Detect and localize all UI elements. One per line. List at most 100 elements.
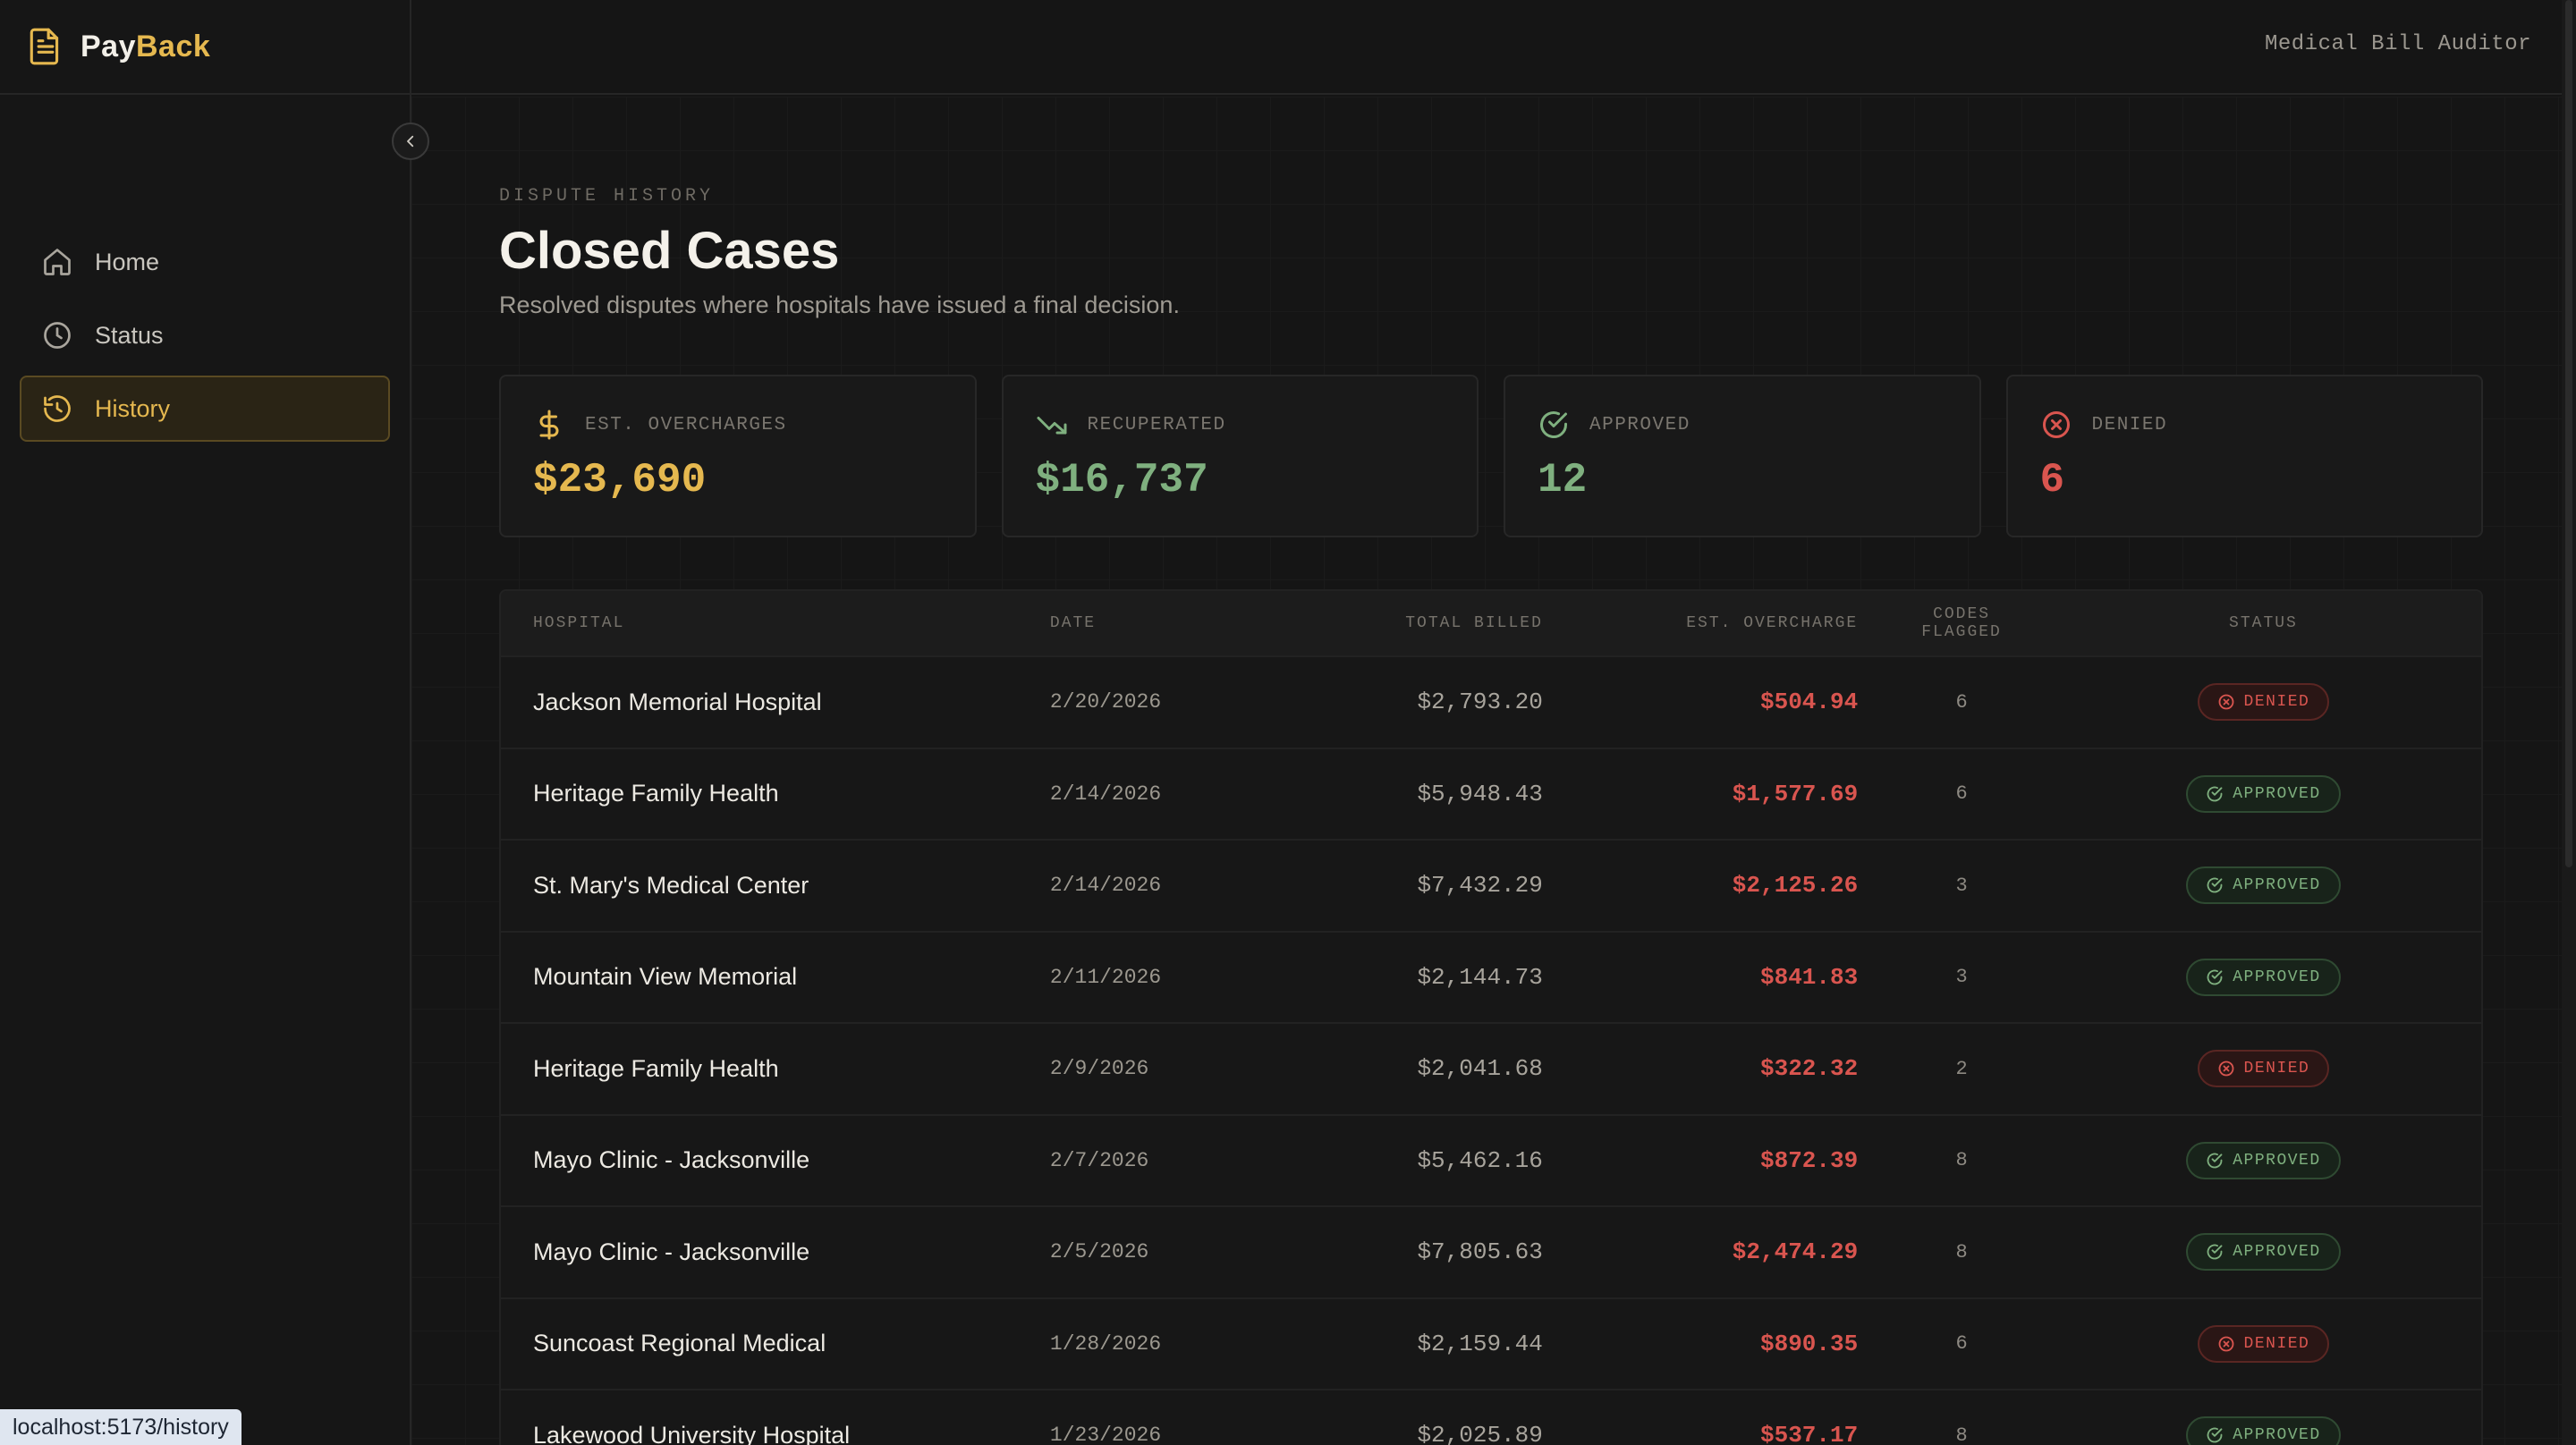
cell-status: APPROVED bbox=[2033, 1416, 2481, 1445]
cell-codes-flagged: 2 bbox=[1955, 1057, 1968, 1080]
cell-total-billed: $2,041.68 bbox=[1417, 1055, 1543, 1083]
stat-value: 12 bbox=[1538, 457, 1588, 503]
table-row[interactable]: Lakewood University Hospital 1/23/2026 $2,… bbox=[501, 1389, 2481, 1445]
scrollbar-thumb[interactable] bbox=[2565, 0, 2572, 867]
column-header-overcharge[interactable]: EST. OVERCHARGE bbox=[1686, 614, 1859, 632]
column-header-total-billed[interactable]: TOTAL BILLED bbox=[1405, 614, 1543, 632]
cell-status: APPROVED bbox=[2033, 1141, 2481, 1179]
cell-hospital: Mountain View Memorial bbox=[533, 963, 798, 991]
table-row[interactable]: Mayo Clinic - Jacksonville 2/5/2026 $7,805… bbox=[501, 1205, 2481, 1297]
cell-status: APPROVED bbox=[2033, 958, 2481, 996]
status-badge: APPROVED bbox=[2186, 1233, 2341, 1272]
cell-overcharge: $2,474.29 bbox=[1732, 1238, 1859, 1266]
stat-value: $23,690 bbox=[533, 457, 707, 503]
table-row[interactable]: Mayo Clinic - Jacksonville 2/7/2026 $5,462… bbox=[501, 1113, 2481, 1206]
table-body: Jackson Memorial Hospital 2/20/2026 $2,793… bbox=[501, 655, 2481, 1445]
check-circle-icon bbox=[2207, 969, 2223, 985]
check-circle-icon bbox=[2207, 1244, 2223, 1260]
cell-overcharge: $1,577.69 bbox=[1732, 780, 1859, 807]
cell-hospital: Jackson Memorial Hospital bbox=[533, 688, 822, 715]
cell-total-billed: $2,144.73 bbox=[1417, 963, 1543, 991]
status-badge: APPROVED bbox=[2186, 866, 2341, 905]
cell-overcharge: $504.94 bbox=[1760, 689, 1859, 716]
brand[interactable]: PayBack bbox=[0, 0, 410, 95]
cell-hospital: Mayo Clinic - Jacksonville bbox=[533, 1146, 810, 1174]
cell-date: 1/23/2026 bbox=[1049, 1424, 1162, 1445]
status-badge-label: APPROVED bbox=[2233, 876, 2321, 895]
status-badge: APPROVED bbox=[2186, 774, 2341, 813]
cell-hospital: Heritage Family Health bbox=[533, 780, 779, 807]
table-row[interactable]: Mountain View Memorial 2/11/2026 $2,144.73… bbox=[501, 930, 2481, 1023]
table-row[interactable]: St. Mary's Medical Center 2/14/2026 $7,432… bbox=[501, 839, 2481, 931]
cell-codes-flagged: 6 bbox=[1955, 690, 1968, 714]
cell-status: DENIED bbox=[2033, 683, 2481, 722]
cell-overcharge: $537.17 bbox=[1760, 1422, 1859, 1445]
table-row[interactable]: Suncoast Regional Medical 1/28/2026 $2,159… bbox=[501, 1297, 2481, 1390]
status-badge-label: APPROVED bbox=[2233, 968, 2321, 986]
cell-status: DENIED bbox=[2033, 1050, 2481, 1088]
cell-date: 2/5/2026 bbox=[1049, 1240, 1149, 1264]
sidebar-item-status[interactable]: Status bbox=[20, 302, 390, 368]
stat-label: EST. OVERCHARGES bbox=[585, 414, 787, 435]
column-header-date[interactable]: DATE bbox=[1049, 614, 1097, 632]
column-header-hospital[interactable]: HOSPITAL bbox=[533, 614, 625, 632]
table-row[interactable]: Heritage Family Health 2/9/2026 $2,041.68 $… bbox=[501, 1022, 2481, 1114]
clock-icon bbox=[44, 322, 71, 349]
main-content: DISPUTE HISTORY Closed Cases Resolved di… bbox=[411, 97, 2562, 1445]
x-circle-icon bbox=[2218, 1336, 2233, 1352]
sidebar-item-history[interactable]: History bbox=[20, 376, 390, 442]
cell-codes-flagged: 8 bbox=[1955, 1240, 1968, 1263]
check-circle-icon bbox=[2207, 1153, 2223, 1169]
x-circle-icon bbox=[2218, 694, 2233, 710]
table-header: HOSPITAL DATE TOTAL BILLED EST. OVERCHAR… bbox=[501, 591, 2481, 655]
cell-date: 2/14/2026 bbox=[1049, 874, 1162, 898]
column-header-status[interactable]: STATUS bbox=[2229, 614, 2298, 632]
x-circle-icon bbox=[2218, 1061, 2233, 1077]
status-badge-label: DENIED bbox=[2243, 1334, 2310, 1353]
home-icon bbox=[44, 249, 71, 275]
status-badge: APPROVED bbox=[2186, 958, 2341, 996]
cell-codes-flagged: 3 bbox=[1955, 874, 1968, 897]
status-badge-label: APPROVED bbox=[2233, 1243, 2321, 1262]
stat-label: APPROVED bbox=[1589, 414, 1690, 435]
cell-hospital: St. Mary's Medical Center bbox=[533, 871, 809, 899]
cell-codes-flagged: 6 bbox=[1955, 782, 1968, 806]
sidebar-item-label: Home bbox=[95, 248, 160, 275]
stat-card-overcharges: EST. OVERCHARGES $23,690 bbox=[499, 375, 977, 537]
cell-overcharge: $2,125.26 bbox=[1732, 872, 1859, 900]
check-circle-icon bbox=[1540, 411, 1567, 438]
sidebar-collapse-button[interactable] bbox=[392, 123, 429, 160]
stat-card-denied: DENIED 6 bbox=[2005, 375, 2483, 537]
cell-status: APPROVED bbox=[2033, 866, 2481, 905]
cases-table: HOSPITAL DATE TOTAL BILLED EST. OVERCHAR… bbox=[499, 589, 2483, 1445]
status-badge-label: APPROVED bbox=[2233, 784, 2321, 803]
cell-overcharge: $841.83 bbox=[1760, 963, 1859, 991]
page-scrollbar[interactable] bbox=[2562, 0, 2576, 1445]
x-circle-icon bbox=[2042, 411, 2070, 438]
sidebar-item-label: History bbox=[95, 394, 171, 422]
cell-codes-flagged: 6 bbox=[1955, 1332, 1968, 1356]
cell-total-billed: $5,462.16 bbox=[1417, 1146, 1543, 1174]
sidebar-item-home[interactable]: Home bbox=[20, 229, 390, 295]
column-header-codes-flagged[interactable]: CODES FLAGGED bbox=[1921, 605, 2002, 641]
stat-label: DENIED bbox=[2091, 414, 2168, 435]
cell-total-billed: $2,025.89 bbox=[1417, 1422, 1543, 1445]
cell-hospital: Heritage Family Health bbox=[533, 1054, 779, 1082]
cell-hospital: Lakewood University Hospital bbox=[533, 1421, 851, 1445]
sidebar-nav: Home Status History bbox=[0, 229, 410, 442]
cell-date: 2/20/2026 bbox=[1049, 690, 1162, 714]
cell-total-billed: $7,432.29 bbox=[1417, 872, 1543, 900]
table-row[interactable]: Jackson Memorial Hospital 2/20/2026 $2,793… bbox=[501, 655, 2481, 748]
stat-card-approved: APPROVED 12 bbox=[1504, 375, 1981, 537]
cell-total-billed: $7,805.63 bbox=[1417, 1238, 1543, 1266]
cell-total-billed: $5,948.43 bbox=[1417, 780, 1543, 807]
status-badge: DENIED bbox=[2197, 683, 2330, 722]
status-badge-label: DENIED bbox=[2243, 693, 2310, 712]
status-badge: APPROVED bbox=[2186, 1416, 2341, 1445]
cell-status: DENIED bbox=[2033, 1324, 2481, 1363]
table-row[interactable]: Heritage Family Health 2/14/2026 $5,948.43… bbox=[501, 747, 2481, 840]
stat-card-recuperated: RECUPERATED $16,737 bbox=[1001, 375, 1479, 537]
status-badge-label: APPROVED bbox=[2233, 1426, 2321, 1445]
app-subtitle: Medical Bill Auditor bbox=[2264, 32, 2531, 56]
